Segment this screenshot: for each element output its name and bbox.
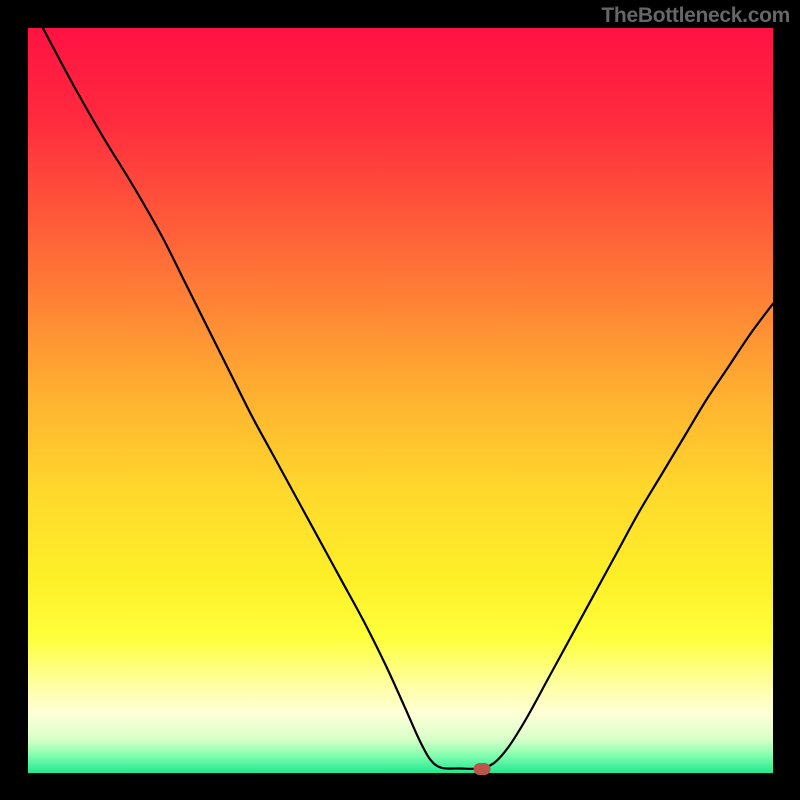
bottleneck-curve <box>28 28 773 773</box>
plot-area <box>28 28 773 773</box>
optimum-marker <box>474 763 491 775</box>
watermark-text: TheBottleneck.com <box>601 4 790 28</box>
bottleneck-chart: TheBottleneck.com <box>0 0 800 800</box>
